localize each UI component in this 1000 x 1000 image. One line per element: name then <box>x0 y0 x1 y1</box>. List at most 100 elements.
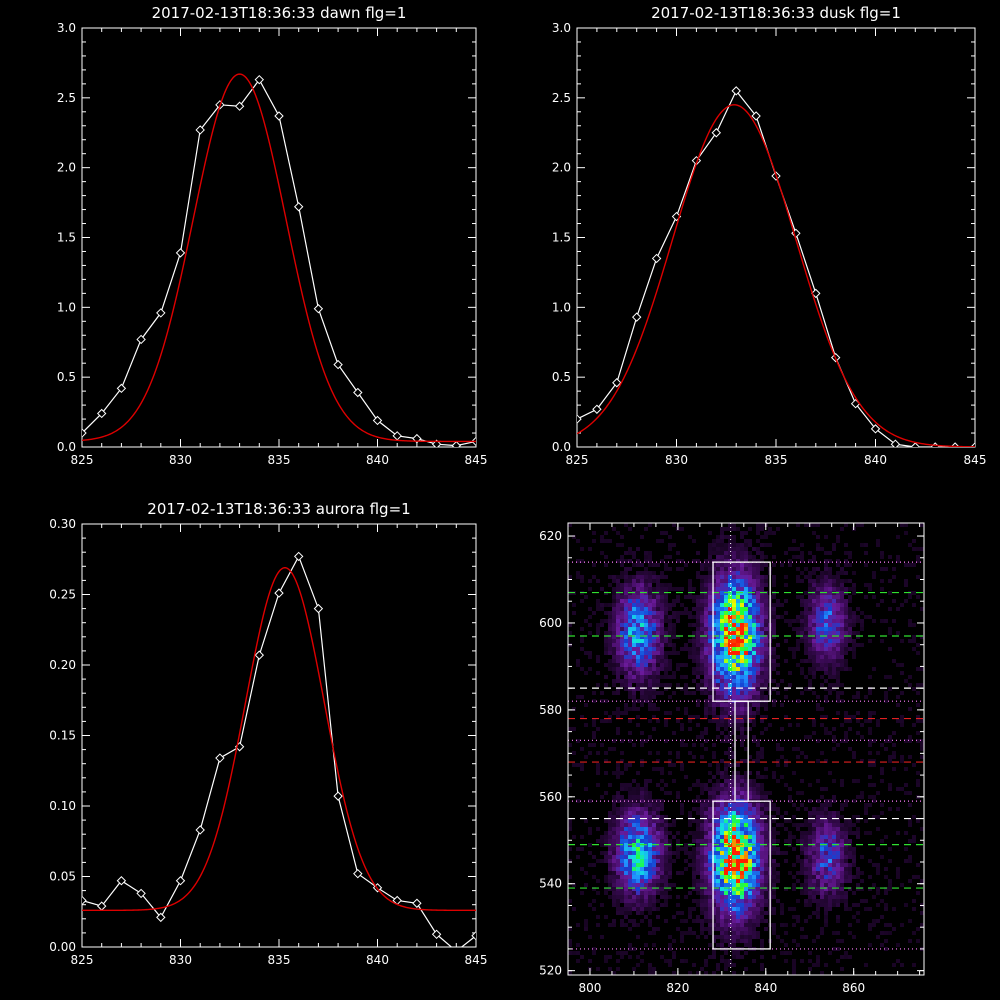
x-tick-label: 845 <box>465 953 488 967</box>
spectral-image-panel: 800 820 840 860 520 540 560 580 600 620 <box>539 522 925 995</box>
x-tick-label: 840 <box>864 453 887 467</box>
data-point-marker <box>612 378 622 388</box>
data-point-marker <box>930 442 940 447</box>
plot-area <box>577 86 975 447</box>
x-tick-label: 825 <box>566 453 589 467</box>
y-tick-label: 2.0 <box>57 161 76 175</box>
data-point-marker <box>293 551 304 562</box>
data-point-marker <box>274 111 284 121</box>
data-point-marker <box>313 603 324 614</box>
y-tick-label: 0.5 <box>57 370 76 384</box>
data-point-marker <box>274 588 284 598</box>
y-tick-label: 0.15 <box>49 729 76 743</box>
data-point-marker <box>471 931 476 941</box>
chart-title: 2017-02-13T18:36:33 dawn flg=1 <box>152 4 407 22</box>
gaussian-fit-line <box>82 567 476 912</box>
y-tick-label: 1.5 <box>552 231 571 245</box>
x-tick-label: 830 <box>665 453 688 467</box>
data-point-marker <box>215 753 225 763</box>
plot-area <box>82 551 476 947</box>
data-point-marker <box>353 868 363 879</box>
observed-data-line <box>577 89 975 447</box>
data-point-marker <box>82 428 87 438</box>
data-point-marker <box>96 408 107 419</box>
axes-frame <box>81 523 477 948</box>
data-point-marker <box>431 929 442 940</box>
chart-title: 2017-02-13T18:36:33 dusk flg=1 <box>651 4 901 22</box>
data-point-marker <box>577 414 582 424</box>
x-tick-label: 840 <box>366 453 389 467</box>
y-tick-label: 2.5 <box>552 91 571 105</box>
data-point-marker <box>751 111 761 121</box>
data-point-marker <box>731 86 741 96</box>
data-point-marker <box>313 304 324 314</box>
data-point-marker <box>333 359 343 370</box>
data-point-marker <box>651 253 662 264</box>
heatmap-cells <box>568 523 924 975</box>
plot-area <box>82 73 476 447</box>
axes-frame <box>81 27 477 448</box>
y-tick-label: 2.5 <box>57 91 76 105</box>
data-point-marker <box>870 424 881 434</box>
x-tick-label: 860 <box>842 981 865 995</box>
y-tick-label: 600 <box>539 616 562 630</box>
data-point-marker <box>293 202 304 212</box>
data-point-marker <box>195 825 205 835</box>
gaussian-fit-line <box>82 73 476 443</box>
y-tick-label: 0.20 <box>49 658 76 672</box>
x-tick-label: 835 <box>268 453 291 467</box>
data-point-marker <box>175 876 186 886</box>
y-tick-label: 560 <box>539 790 562 804</box>
data-point-marker <box>234 101 245 111</box>
x-tick-label: 830 <box>169 953 192 967</box>
gaussian-fit-line <box>577 104 975 447</box>
x-tick-label: 840 <box>366 953 389 967</box>
y-tick-label: 0.30 <box>49 517 76 531</box>
y-tick-label: 1.5 <box>57 231 76 245</box>
x-tick-label: 845 <box>964 453 987 467</box>
aurora-spectrum-panel: 2017-02-13T18:36:33 aurora flg=1 825 830 83… <box>49 500 487 967</box>
data-point-marker <box>333 791 343 801</box>
y-tick-label: 520 <box>539 964 562 978</box>
y-tick-label: 1.0 <box>57 300 76 314</box>
data-point-marker <box>116 876 127 886</box>
data-point-marker <box>156 308 166 318</box>
axes-frame <box>567 522 925 976</box>
x-tick-label: 835 <box>765 453 788 467</box>
y-tick-label: 0.5 <box>552 370 571 384</box>
x-tick-label: 820 <box>666 981 689 995</box>
data-point-marker <box>592 404 602 414</box>
data-point-marker <box>431 439 442 447</box>
y-tick-label: 0.0 <box>57 440 76 454</box>
y-tick-label: 3.0 <box>552 21 571 35</box>
x-tick-label: 825 <box>71 953 94 967</box>
y-tick-label: 2.0 <box>552 161 571 175</box>
data-point-marker <box>254 74 265 85</box>
y-tick-label: 580 <box>539 703 562 717</box>
x-tick-label: 830 <box>169 453 192 467</box>
y-tick-label: 0.05 <box>49 870 76 884</box>
y-tick-label: 1.0 <box>552 300 571 314</box>
data-point-marker <box>451 440 462 447</box>
dusk-spectrum-panel: 2017-02-13T18:36:33 dusk flg=1 825 830 835 8… <box>552 4 987 467</box>
data-point-marker <box>175 248 186 258</box>
y-tick-label: 540 <box>539 877 562 891</box>
dawn-spectrum-panel: 2017-02-13T18:36:33 dawn flg=1 825 830 835 8… <box>57 4 488 467</box>
y-tick-label: 0.0 <box>552 440 571 454</box>
y-tick-label: 3.0 <box>57 21 76 35</box>
data-point-marker <box>910 442 921 447</box>
data-point-marker <box>631 312 642 322</box>
x-tick-label: 840 <box>754 981 777 995</box>
y-tick-label: 0.00 <box>49 940 76 954</box>
x-tick-label: 800 <box>579 981 602 995</box>
data-point-marker <box>136 888 146 899</box>
data-point-marker <box>82 895 87 906</box>
y-tick-label: 0.25 <box>49 588 76 602</box>
data-point-marker <box>890 439 901 447</box>
observed-data-line <box>82 78 476 447</box>
data-point-marker <box>372 415 383 426</box>
x-tick-label: 835 <box>268 953 291 967</box>
data-point-marker <box>455 946 457 947</box>
x-tick-label: 825 <box>71 453 94 467</box>
